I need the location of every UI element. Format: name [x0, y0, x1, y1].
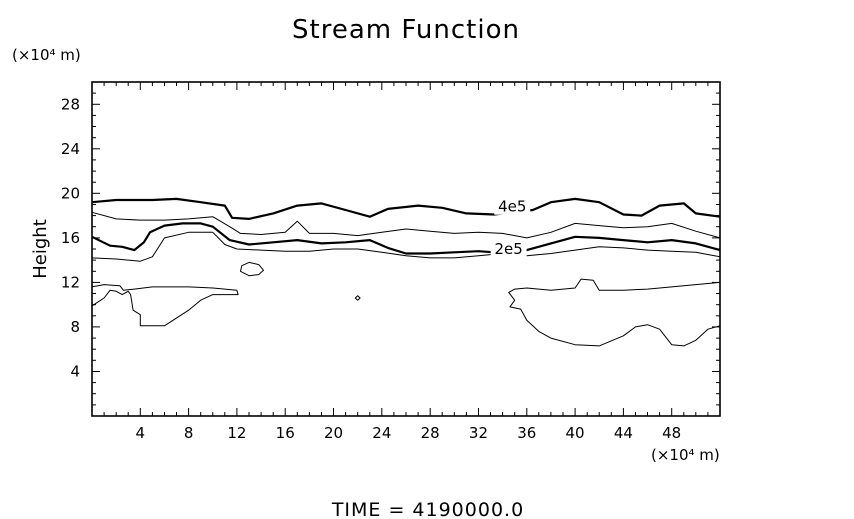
y-tick-labels: 4 8 12 16 20 24 28 — [61, 95, 80, 380]
x-tick-label: 48 — [662, 424, 681, 442]
x-tick-label: 16 — [276, 424, 295, 442]
y-tick-label: 8 — [70, 318, 80, 336]
contour-left-pocket — [91, 284, 239, 327]
x-tick-label: 40 — [566, 424, 585, 442]
x-tick-label: 12 — [227, 424, 246, 442]
contour-3e5 — [91, 211, 721, 239]
y-tick-label: 24 — [61, 140, 80, 158]
y-tick-label: 28 — [61, 95, 80, 113]
contour-labels: 4e5 2e5 — [490, 197, 531, 258]
contour-label-bg — [494, 197, 531, 215]
y-tick-label: 12 — [61, 273, 80, 291]
y-tick-label: 4 — [70, 362, 80, 380]
y-unit-label: (×10⁴ m) — [12, 46, 81, 64]
x-tick-label: 44 — [614, 424, 633, 442]
x-tick-label: 24 — [372, 424, 391, 442]
x-tick-label: 8 — [184, 424, 194, 442]
contour-2e5 — [91, 222, 721, 255]
contour-4e5 — [91, 197, 721, 220]
contour-lines — [91, 197, 721, 347]
contour-label: 2e5 — [494, 240, 522, 258]
x-unit-label: (×10⁴ m) — [651, 446, 720, 464]
contour-label-bg — [490, 240, 527, 257]
x-tick-label: 20 — [324, 424, 343, 442]
axis-ticks — [92, 82, 720, 416]
x-tick-label: 32 — [469, 424, 488, 442]
x-tick-label: 36 — [517, 424, 536, 442]
contour-1e5 — [91, 231, 721, 262]
y-tick-label: 16 — [61, 229, 80, 247]
plot-frame — [91, 81, 721, 417]
x-tick-label: 28 — [421, 424, 440, 442]
time-footer: TIME = 4190000.0 — [331, 499, 524, 519]
contour-label: 4e5 — [498, 198, 526, 216]
y-axis-label: Height — [30, 219, 51, 279]
y-tick-label: 20 — [61, 184, 80, 202]
contour-small-loop — [240, 261, 264, 277]
x-tick-label: 4 — [136, 424, 146, 442]
contour-dot — [354, 295, 361, 301]
chart-title: Stream Function — [292, 15, 520, 45]
contour-right-pocket — [508, 278, 721, 347]
x-tick-labels: 4 8 12 16 20 24 28 32 36 40 44 48 — [136, 424, 682, 442]
